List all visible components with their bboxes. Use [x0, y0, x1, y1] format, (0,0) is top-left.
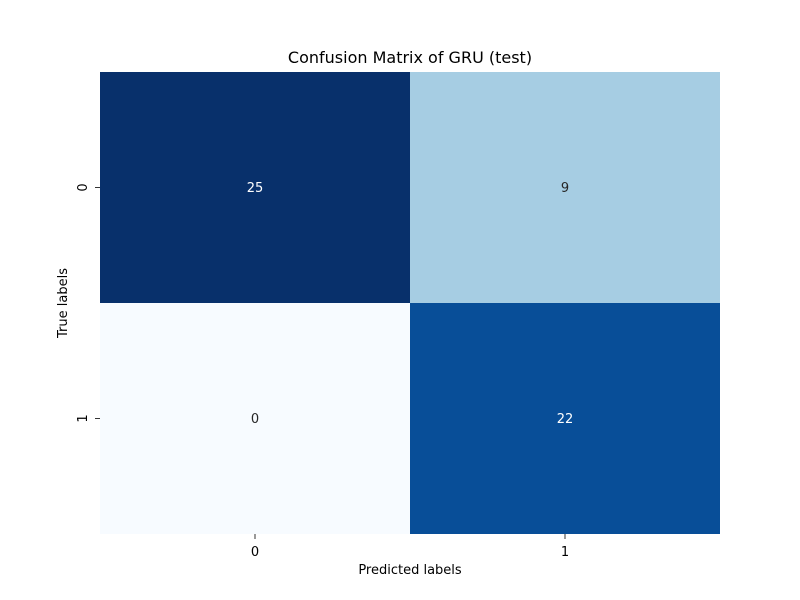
heatmap-cell-0-0 — [100, 72, 410, 303]
y-axis-ticks: 01 — [76, 183, 100, 423]
y-tick-label-0: 0 — [76, 183, 91, 191]
cell-value-0-0: 25 — [247, 181, 264, 196]
cell-value-1-1: 22 — [557, 412, 574, 427]
x-tick-label-0: 0 — [251, 545, 259, 560]
cell-value-1-0: 0 — [251, 412, 259, 427]
y-tick-label-1: 1 — [76, 414, 91, 422]
heatmap-cell-1-0 — [100, 303, 410, 534]
heatmap-cells — [100, 72, 720, 534]
x-axis-label: Predicted labels — [358, 563, 462, 578]
chart-title: Confusion Matrix of GRU (test) — [288, 48, 532, 67]
x-tick-label-1: 1 — [561, 545, 569, 560]
heatmap-cell-1-1 — [410, 303, 720, 534]
cell-value-0-1: 9 — [561, 181, 569, 196]
heatmap-annotations: 25 9 0 22 — [247, 181, 574, 427]
y-axis-label: True labels — [56, 268, 71, 339]
heatmap-cell-0-1 — [410, 72, 720, 303]
